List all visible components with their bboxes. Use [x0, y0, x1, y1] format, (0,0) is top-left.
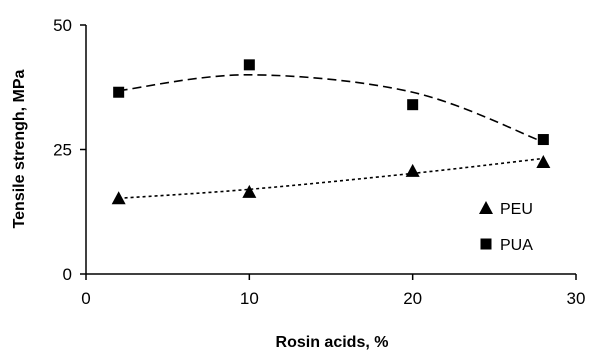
ticks: 0 10 20 30 0 25 50 — [53, 16, 585, 308]
y-tick-label: 0 — [63, 265, 72, 284]
peu-legend-label: PEU — [500, 201, 533, 218]
x-tick-label: 30 — [567, 289, 586, 308]
pua-point — [537, 134, 549, 146]
pua-legend-marker — [480, 238, 492, 250]
x-tick-label: 0 — [81, 289, 90, 308]
data-points — [111, 59, 551, 205]
x-axis-title: Rosin acids, % — [276, 334, 389, 351]
peu-point — [242, 184, 257, 198]
pua-point — [243, 59, 255, 71]
peu-point — [111, 191, 126, 205]
y-tick-label: 50 — [53, 16, 72, 35]
trend-lines — [118, 73, 544, 200]
peu-legend-marker — [479, 201, 493, 214]
peu-trend-line — [118, 157, 544, 200]
y-tick-label: 25 — [53, 141, 72, 160]
pua-trend-line — [118, 73, 544, 143]
x-tick-label: 10 — [240, 289, 259, 308]
peu-point — [536, 154, 551, 168]
x-tick-label: 20 — [403, 289, 422, 308]
y-axis-title: Tensile strengh, MPa — [11, 69, 28, 228]
pua-point — [113, 86, 125, 98]
pua-point — [407, 99, 419, 111]
peu-point — [405, 163, 420, 177]
legend: PEU PUA — [479, 201, 533, 254]
pua-legend-label: PUA — [500, 237, 533, 254]
